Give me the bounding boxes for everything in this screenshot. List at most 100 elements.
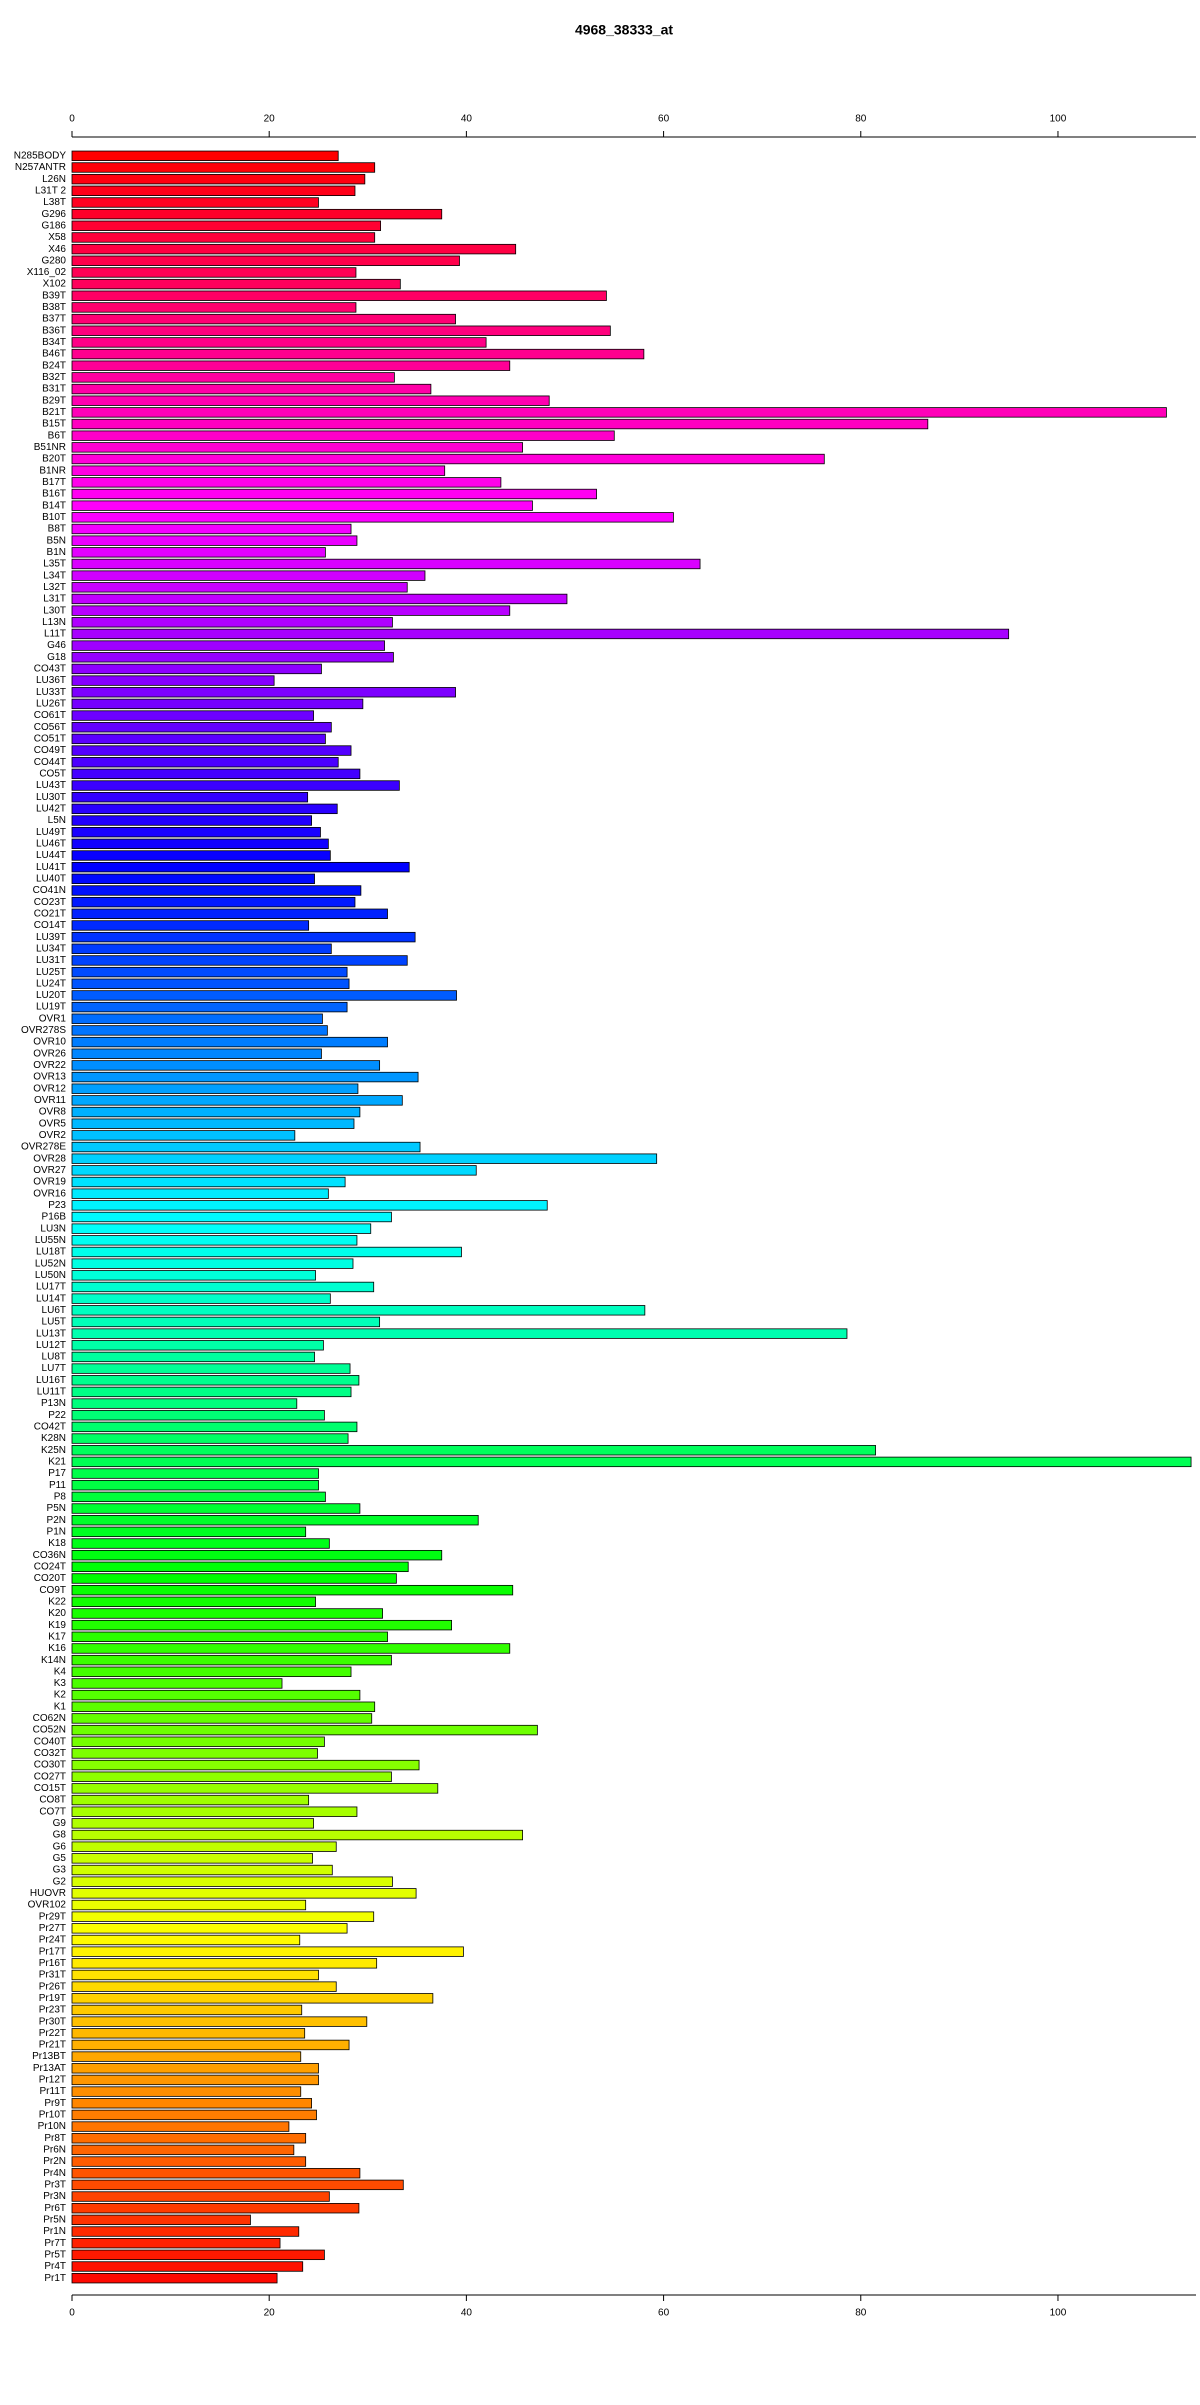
y-tick-label: B20T <box>42 454 66 465</box>
y-tick-label: LU52N <box>35 1258 66 1269</box>
y-tick-label: B31T <box>42 384 66 395</box>
bar <box>71 267 357 278</box>
bar <box>71 1491 326 1503</box>
bar <box>71 1480 319 1491</box>
bar <box>71 2004 303 2016</box>
bar <box>71 430 615 441</box>
y-tick-label: Pr1N <box>43 2226 66 2237</box>
y-tick-label: LU11T <box>37 1387 66 1398</box>
bar <box>71 1724 538 1736</box>
y-tick-label: LU43T <box>36 780 66 791</box>
bar <box>71 243 517 255</box>
y-tick-label: G280 <box>42 255 67 266</box>
y-tick-label: OVR2 <box>39 1130 67 1141</box>
y-tick-label: Pr12T <box>39 2075 66 2086</box>
bar <box>71 1060 381 1071</box>
bar <box>71 1899 307 1911</box>
y-tick-label: P23 <box>48 1200 66 1211</box>
y-tick-label: P1N <box>47 1526 66 1537</box>
bar <box>71 990 457 1001</box>
y-tick-label: CO44T <box>34 757 66 768</box>
bar <box>71 1398 298 1409</box>
y-tick-label: L5N <box>48 815 66 826</box>
y-tick-label: CO5T <box>39 769 66 780</box>
bar <box>71 1456 1192 1468</box>
bar <box>71 605 511 616</box>
y-tick-label: Pr19T <box>39 1993 66 2004</box>
bar <box>71 908 388 919</box>
y-tick-label: OVR11 <box>34 1095 66 1106</box>
y-tick-label: K19 <box>48 1620 66 1631</box>
bar <box>71 1305 646 1316</box>
y-tick-label: LU5T <box>42 1317 66 1328</box>
y-tick-label: G18 <box>47 652 66 663</box>
bar <box>71 792 309 803</box>
bar <box>71 1211 392 1223</box>
bar <box>71 2098 312 2109</box>
y-tick-label: LU25T <box>36 967 66 978</box>
y-tick-label: CO52N <box>33 1725 66 1736</box>
y-tick-label: B24T <box>42 360 66 371</box>
bar <box>71 1106 361 1118</box>
bar <box>71 2063 319 2074</box>
y-tick-label: CO20T <box>34 1573 66 1584</box>
y-tick-label: K4 <box>54 1666 67 1677</box>
y-tick-label: B39T <box>42 290 66 301</box>
y-tick-label: B8T <box>48 524 66 535</box>
bar <box>71 593 568 605</box>
bar <box>71 1946 464 1957</box>
bar <box>71 1958 378 1969</box>
y-tick-label: Pr10N <box>38 2121 66 2132</box>
y-tick-label: LU39T <box>36 932 66 943</box>
bar <box>71 1130 296 1141</box>
y-tick-label: OVR22 <box>33 1060 66 1071</box>
y-tick-label: B29T <box>42 395 66 406</box>
y-tick-label: P8 <box>54 1492 67 1503</box>
bar <box>71 2144 295 2156</box>
bar <box>71 500 533 511</box>
y-tick-label: Pr26T <box>39 1981 66 1992</box>
y-tick-label: B21T <box>42 407 66 418</box>
bar <box>71 488 597 500</box>
bar <box>71 453 825 465</box>
y-tick-label: CO24T <box>34 1561 66 1572</box>
bar <box>71 1573 397 1584</box>
bar <box>71 1281 375 1293</box>
bar <box>71 302 357 313</box>
y-tick-label: K3 <box>54 1678 67 1689</box>
bar <box>71 535 358 546</box>
bar <box>71 2226 300 2237</box>
bar <box>71 2168 361 2179</box>
y-tick-label: B46T <box>42 349 66 360</box>
y-tick-label: G6 <box>53 1841 67 1852</box>
y-tick-label: LU55N <box>35 1235 66 1246</box>
bar <box>71 1934 301 1946</box>
y-tick-label: LU42T <box>36 803 66 814</box>
y-tick-label: CO56T <box>34 722 66 733</box>
bar <box>71 558 701 570</box>
y-tick-label: Pr29T <box>39 1911 66 1922</box>
bar <box>71 1200 548 1211</box>
bar <box>71 2272 278 2284</box>
bar <box>71 1071 419 1083</box>
bar <box>71 1736 325 1747</box>
bar <box>71 1969 319 1981</box>
y-tick-label: CO30T <box>34 1760 66 1771</box>
bar <box>71 1561 409 1573</box>
y-tick-label: OVR5 <box>39 1118 67 1129</box>
y-tick-label: HUOVR <box>30 1888 66 1899</box>
y-tick-label: Pr13AT <box>33 2063 66 2074</box>
bar <box>71 640 385 651</box>
bar <box>71 1771 392 1782</box>
y-tick-label: LU36T <box>36 675 66 686</box>
y-tick-label: K18 <box>48 1538 66 1549</box>
y-tick-label: Pr31T <box>39 1970 66 1981</box>
y-tick-label: B51NR <box>34 442 66 453</box>
y-tick-label: LU30T <box>36 792 66 803</box>
bar <box>71 162 376 173</box>
bar <box>71 896 356 908</box>
bar <box>71 1351 315 1363</box>
y-tick-label: B6T <box>48 430 66 441</box>
y-tick-label: LU26T <box>36 699 66 710</box>
